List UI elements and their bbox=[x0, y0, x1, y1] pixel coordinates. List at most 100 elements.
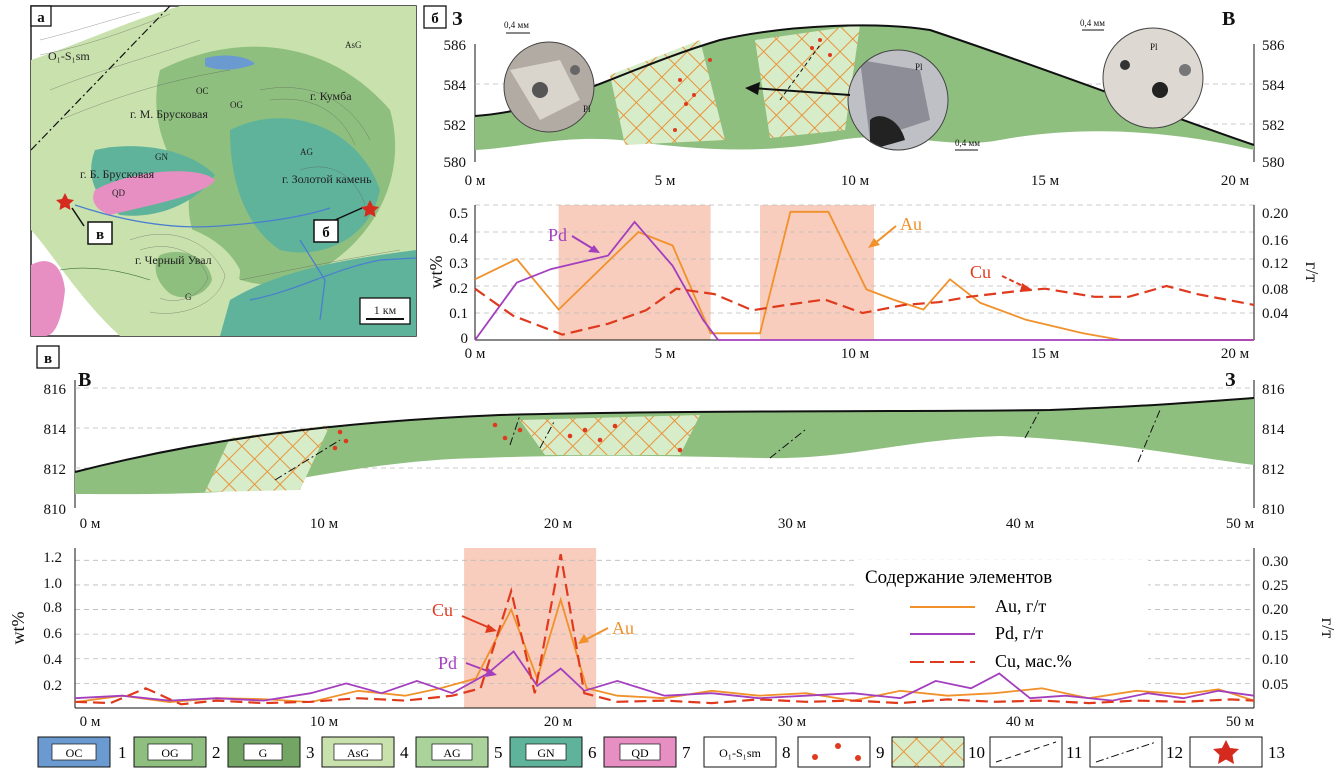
map-label-zolotoy: г. Золотой камень bbox=[282, 172, 372, 186]
tick-label: 1.0 bbox=[43, 576, 62, 592]
tick-label: 810 bbox=[44, 502, 67, 518]
mineral-label-pl: Pl bbox=[1150, 42, 1158, 52]
tick-label: 0 м bbox=[465, 173, 486, 189]
y-axis-label: wt% bbox=[426, 256, 446, 289]
tick-label: 40 м bbox=[1006, 516, 1035, 532]
direction-west: З bbox=[1225, 369, 1236, 391]
tick-label: 0 м bbox=[465, 346, 486, 362]
tick-label: 0.2 bbox=[449, 281, 468, 297]
tick-label: 50 м bbox=[1226, 516, 1255, 532]
tick-label: 580 bbox=[444, 155, 467, 171]
map-legend-bar: OC 1 OG 2 G 3 AsG 4 AG 5 GN 6 QD 7 O₁-S₁… bbox=[37, 736, 1285, 768]
map-label-m-bruskovaya: г. М. Брусковая bbox=[130, 107, 208, 121]
series-line-pd bbox=[74, 650, 1255, 702]
legend-num: 8 bbox=[782, 743, 791, 762]
legend-code-qd: QD bbox=[631, 746, 649, 760]
tick-label: 810 bbox=[1262, 502, 1285, 518]
cross-section-b: б З В Pl 0,4 мм bbox=[423, 5, 1285, 189]
tick-label: 0.6 bbox=[43, 626, 62, 642]
star-icon bbox=[361, 200, 379, 217]
geologic-map: O₁-S₁sm AsG OG OC QD GN AG G г. М. Бруск… bbox=[30, 5, 417, 337]
tick-label: 586 bbox=[1262, 38, 1285, 54]
tick-label: 10 м bbox=[310, 714, 339, 730]
tick-label: 816 bbox=[44, 382, 67, 398]
tick-label: 20 м bbox=[544, 714, 573, 730]
map-code-gn: GN bbox=[155, 152, 168, 162]
tick-label: 0.2 bbox=[43, 678, 62, 694]
panel-a-tag: а bbox=[37, 10, 45, 26]
series-line-au bbox=[74, 596, 1255, 704]
annot-cu: Cu bbox=[970, 262, 991, 282]
tick-label: 814 bbox=[1262, 422, 1285, 438]
map-label-kumba: г. Кумба bbox=[310, 89, 352, 103]
tick-label: 20 м bbox=[1221, 173, 1250, 189]
star-icon bbox=[56, 193, 74, 210]
map-callout-v: в bbox=[96, 227, 104, 243]
tick-label: 584 bbox=[444, 78, 467, 94]
tick-label: 0.30 bbox=[1262, 554, 1288, 570]
tick-label: 0.8 bbox=[43, 600, 62, 616]
legend-num: 1 bbox=[118, 743, 127, 762]
tick-label: 0.4 bbox=[449, 231, 468, 247]
direction-east: В bbox=[1222, 8, 1235, 30]
tick-label: 0 м bbox=[80, 516, 101, 532]
tick-label: 582 bbox=[444, 118, 467, 134]
legend-num: 6 bbox=[588, 743, 597, 762]
tick-label: 816 bbox=[1262, 382, 1285, 398]
chart-legend: Содержание элементов Au, г/т Pd, г/т Cu,… bbox=[858, 560, 1148, 690]
mineralized-zone bbox=[520, 415, 700, 455]
legend-code-g: G bbox=[259, 746, 268, 760]
legend-pd: Pd, г/т bbox=[995, 623, 1043, 643]
series-line-cu bbox=[74, 553, 1255, 706]
tick-label: 40 м bbox=[1006, 714, 1035, 730]
tick-label: 0.25 bbox=[1262, 578, 1288, 594]
tick-label: 814 bbox=[44, 422, 67, 438]
legend-code-gn: GN bbox=[537, 746, 555, 760]
tick-label: 1.2 bbox=[43, 550, 62, 566]
tick-label: 0.15 bbox=[1262, 628, 1288, 644]
highlight-zone bbox=[760, 205, 874, 340]
tick-label: 0.4 bbox=[43, 652, 62, 668]
tick-label: 0.08 bbox=[1262, 282, 1288, 298]
microscale-label: 0,4 мм bbox=[504, 20, 529, 30]
tick-label: 10 м bbox=[310, 516, 339, 532]
tick-label: 0.10 bbox=[1262, 652, 1288, 668]
map-code-asg: AsG bbox=[345, 40, 362, 50]
legend-num: 9 bbox=[876, 743, 885, 762]
mineral-label-pl: Pl bbox=[915, 62, 923, 72]
tick-label: 0 bbox=[461, 331, 469, 347]
tick-label: 584 bbox=[1262, 78, 1285, 94]
tick-label: 10 м bbox=[841, 346, 870, 362]
map-code-g: G bbox=[185, 292, 192, 302]
annot-pd: Pd bbox=[548, 225, 567, 245]
tick-label: 582 bbox=[1262, 118, 1285, 134]
mineral-label-pl: Pl bbox=[583, 104, 591, 114]
map-code-oc: OC bbox=[196, 86, 209, 96]
mineralized-zone bbox=[205, 425, 330, 492]
legend-cu: Cu, мас.% bbox=[995, 651, 1072, 671]
legend-au: Au, г/т bbox=[995, 596, 1046, 616]
legend-code-os: O₁-S₁sm bbox=[719, 746, 761, 760]
panel-v-tag: в bbox=[44, 351, 52, 367]
map-callout-b: б bbox=[322, 225, 330, 241]
map-label-cherny: г. Черный Увал bbox=[135, 253, 212, 267]
chart-b: 0.5 0.4 0.3 0.2 0.1 0 0.20 0.16 0.12 0.0… bbox=[426, 204, 1322, 362]
tick-label: 0 м bbox=[80, 714, 101, 730]
microscale-label: 0,4 мм bbox=[1080, 18, 1105, 28]
tick-label: 0.5 bbox=[449, 206, 468, 222]
legend-num: 7 bbox=[682, 743, 691, 762]
y2-axis-label: г/т bbox=[1318, 618, 1338, 638]
series-line-au bbox=[474, 210, 1254, 341]
annot-au: Au bbox=[612, 618, 634, 638]
map-label-b-bruskovaya: г. Б. Брусковая bbox=[80, 167, 155, 181]
series-line-cu bbox=[474, 284, 1255, 336]
series-line-pd bbox=[474, 220, 1254, 341]
mineralized-zone bbox=[755, 25, 860, 138]
legend-num: 11 bbox=[1066, 743, 1082, 762]
legend-num: 5 bbox=[494, 743, 503, 762]
tick-label: 5 м bbox=[655, 346, 676, 362]
legend-title: Содержание элементов bbox=[865, 567, 1052, 588]
direction-east: В bbox=[78, 369, 91, 391]
tick-label: 0.05 bbox=[1262, 677, 1288, 693]
